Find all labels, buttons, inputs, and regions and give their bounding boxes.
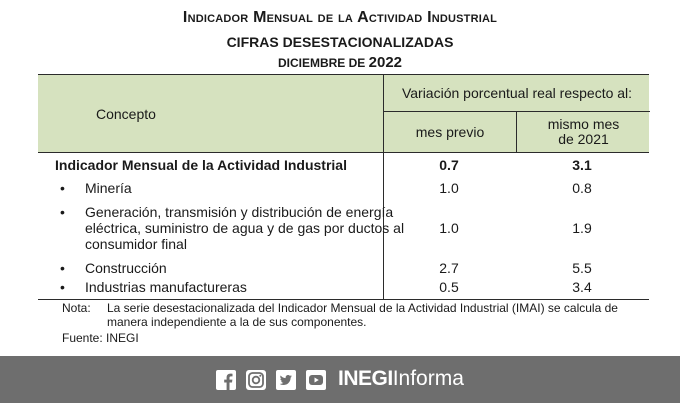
note-text: La serie desestacionalizada del Indicado… bbox=[107, 301, 618, 329]
header-subcolumns: mes previo mismo mes de 2021 bbox=[384, 112, 650, 152]
header-concept: Concepto bbox=[96, 106, 156, 122]
source-line: Fuente: INEGI bbox=[62, 331, 139, 345]
row-prev-value: 1.0 bbox=[439, 180, 459, 196]
header-prev-month: mes previo bbox=[384, 112, 517, 152]
row-year-value: 1.9 bbox=[572, 220, 592, 236]
row-label-text: Minería bbox=[85, 180, 132, 196]
report-subtitle: CIFRAS DESESTACIONALIZADAS bbox=[226, 34, 454, 50]
row-prev-value: 0.7 bbox=[439, 157, 459, 173]
brand-light: Informa bbox=[392, 367, 464, 390]
row-label: Industrias manufactureras bbox=[60, 279, 405, 295]
period-year: 2022 bbox=[368, 54, 403, 71]
header-same-month: mismo mes de 2021 bbox=[517, 112, 650, 152]
report-period: DICIEMBRE DE 2022 bbox=[0, 54, 680, 71]
header-same-month-line2: de 2021 bbox=[558, 131, 609, 147]
note-label: Nota: bbox=[62, 301, 91, 315]
social-icons bbox=[216, 370, 326, 390]
table-body: Indicador Mensual de la Actividad Indust… bbox=[38, 153, 649, 299]
period-month: DICIEMBRE DE bbox=[277, 56, 366, 70]
row-prev-value: 0.5 bbox=[439, 279, 459, 295]
header-variation: Variación porcentual real respecto al: bbox=[384, 75, 650, 112]
row-prev-value: 2.7 bbox=[439, 260, 459, 276]
twitter-icon[interactable] bbox=[276, 370, 296, 390]
inegi-informa-logo: INEGIInforma bbox=[338, 367, 464, 391]
footer-bar: INEGIInforma bbox=[0, 356, 680, 403]
row-label: Generación, transmisión y distribución d… bbox=[60, 204, 405, 252]
youtube-icon[interactable] bbox=[306, 370, 326, 390]
row-year-value: 5.5 bbox=[572, 260, 592, 276]
row-year-value: 3.1 bbox=[572, 157, 592, 173]
header-same-month-line1: mismo mes bbox=[547, 116, 620, 132]
row-year-value: 0.8 bbox=[572, 180, 592, 196]
facebook-icon[interactable] bbox=[216, 370, 236, 390]
row-prev-value: 1.0 bbox=[439, 220, 459, 236]
indicator-table: Concepto Variación porcentual real respe… bbox=[38, 74, 650, 300]
brand-bold: INEGI bbox=[338, 367, 393, 390]
row-label: Minería bbox=[60, 180, 405, 196]
row-year-value: 3.4 bbox=[572, 279, 592, 295]
instagram-icon[interactable] bbox=[246, 370, 266, 390]
row-label-text: Industrias manufactureras bbox=[85, 279, 247, 295]
table-header: Concepto Variación porcentual real respe… bbox=[38, 75, 650, 153]
row-label: Construcción bbox=[60, 260, 405, 276]
row-label: Indicador Mensual de la Actividad Indust… bbox=[55, 157, 347, 173]
row-label-text: Construcción bbox=[85, 260, 167, 276]
header-variation-group: Variación porcentual real respecto al: m… bbox=[383, 75, 650, 152]
report-title: Indicador Mensual de la Actividad Indust… bbox=[182, 9, 498, 26]
row-label-text: Generación, transmisión y distribución d… bbox=[85, 204, 405, 252]
